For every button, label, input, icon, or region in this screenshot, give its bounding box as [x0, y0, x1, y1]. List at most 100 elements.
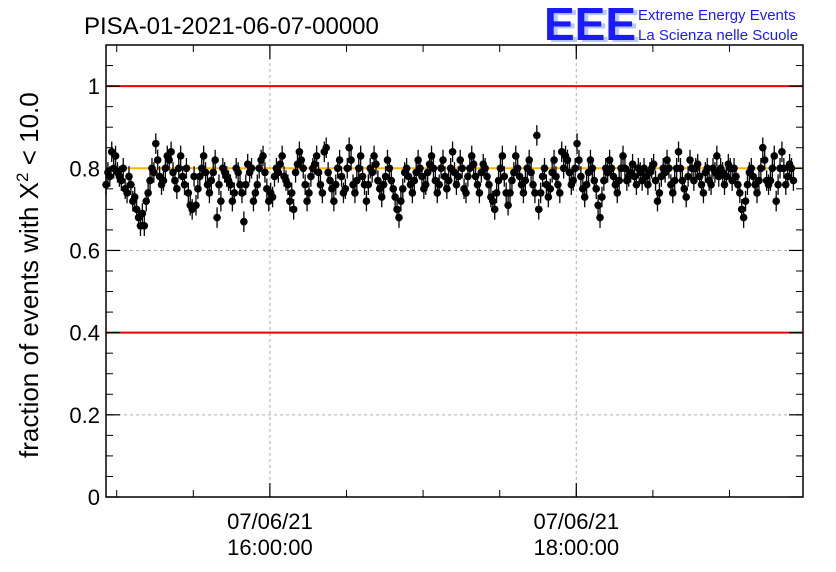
plot-frame — [105, 44, 804, 498]
data-point — [483, 172, 491, 181]
data-point — [395, 213, 403, 222]
data-point — [199, 152, 208, 160]
data-point — [153, 156, 162, 164]
data-point — [531, 189, 539, 197]
data-point — [289, 205, 298, 214]
data-point — [546, 185, 555, 193]
data-point — [368, 168, 376, 177]
data-point — [106, 172, 114, 181]
data-point — [144, 189, 152, 197]
data-point — [184, 189, 193, 197]
data-point — [439, 156, 447, 164]
chi-symbol: X — [14, 182, 44, 199]
data-point — [381, 172, 390, 181]
data-point — [161, 164, 170, 173]
data-point — [127, 180, 135, 189]
data-point — [337, 172, 346, 181]
data-point — [655, 189, 664, 197]
data-point — [734, 180, 742, 189]
y-tick-label: 0.2 — [69, 403, 100, 428]
data-point — [331, 180, 340, 189]
data-point — [613, 189, 622, 197]
data-point — [358, 172, 367, 181]
data-point — [429, 164, 438, 173]
data-point — [341, 185, 350, 193]
data-point — [230, 189, 239, 197]
data-point — [150, 168, 158, 177]
data-point — [741, 197, 750, 205]
eee-logo: EEE EEE Extreme Energy Events La Scienza… — [544, 0, 798, 52]
data-point — [362, 197, 371, 205]
y-axis-label: fraction of events with X2 < 10.0 — [13, 92, 44, 458]
logo-line-1: Extreme Energy Events — [638, 7, 796, 24]
data-point — [217, 197, 225, 205]
logo-line-2: La Scienza nelle Scuole — [638, 27, 798, 44]
data-point — [345, 143, 353, 152]
data-point — [146, 176, 154, 185]
data-point — [550, 156, 558, 164]
data-point — [297, 156, 306, 164]
data-point — [668, 189, 677, 197]
data-point — [758, 143, 767, 152]
data-point — [314, 168, 323, 177]
data-point — [295, 148, 304, 156]
data-point — [529, 180, 537, 189]
data-point — [778, 148, 786, 156]
data-point — [590, 176, 599, 185]
data-point — [354, 164, 363, 173]
data-point — [194, 185, 202, 193]
data-point — [207, 176, 216, 185]
data-point — [418, 172, 426, 181]
data-point — [544, 193, 553, 201]
data-point — [504, 201, 512, 210]
data-point — [699, 189, 708, 197]
data-point — [117, 176, 126, 185]
data-point — [651, 176, 660, 185]
data-point — [402, 164, 411, 173]
data-point — [427, 152, 436, 160]
data-point — [494, 176, 503, 185]
data-point — [111, 152, 120, 160]
data-point — [165, 156, 173, 164]
data-point — [138, 209, 147, 218]
data-point — [215, 180, 223, 189]
data-point — [665, 164, 673, 173]
data-point — [213, 213, 221, 222]
y-tick-label: 0.8 — [69, 156, 100, 181]
data-point — [556, 189, 564, 197]
x-tick-time: 16:00:00 — [227, 535, 313, 560]
data-point — [644, 180, 652, 189]
data-point — [653, 197, 662, 205]
data-point — [456, 156, 465, 164]
data-point — [140, 222, 149, 230]
data-point — [571, 164, 579, 173]
data-point — [448, 148, 457, 156]
data-point — [159, 176, 168, 185]
chi-exponent: 2 — [13, 173, 32, 182]
data-point — [649, 160, 658, 168]
y-tick-label: 0 — [88, 485, 100, 510]
data-point — [383, 156, 392, 164]
data-point — [251, 189, 260, 197]
data-point — [533, 131, 541, 140]
data-point — [142, 197, 151, 205]
data-point — [536, 189, 545, 197]
data-point — [291, 168, 300, 177]
data-point — [174, 164, 183, 173]
data-point — [730, 164, 738, 173]
data-point — [433, 189, 442, 197]
x-tick-date: 07/06/21 — [533, 509, 619, 534]
data-point — [316, 180, 325, 189]
data-point — [307, 172, 315, 181]
data-point — [408, 189, 417, 197]
data-point — [496, 164, 505, 173]
x-tick-date: 07/06/21 — [227, 509, 313, 534]
data-point — [444, 176, 453, 185]
data-point — [783, 172, 792, 181]
data-point — [385, 164, 394, 173]
data-point — [435, 180, 443, 189]
data-point — [772, 197, 780, 205]
data-point — [475, 189, 484, 197]
data-point — [632, 180, 641, 189]
